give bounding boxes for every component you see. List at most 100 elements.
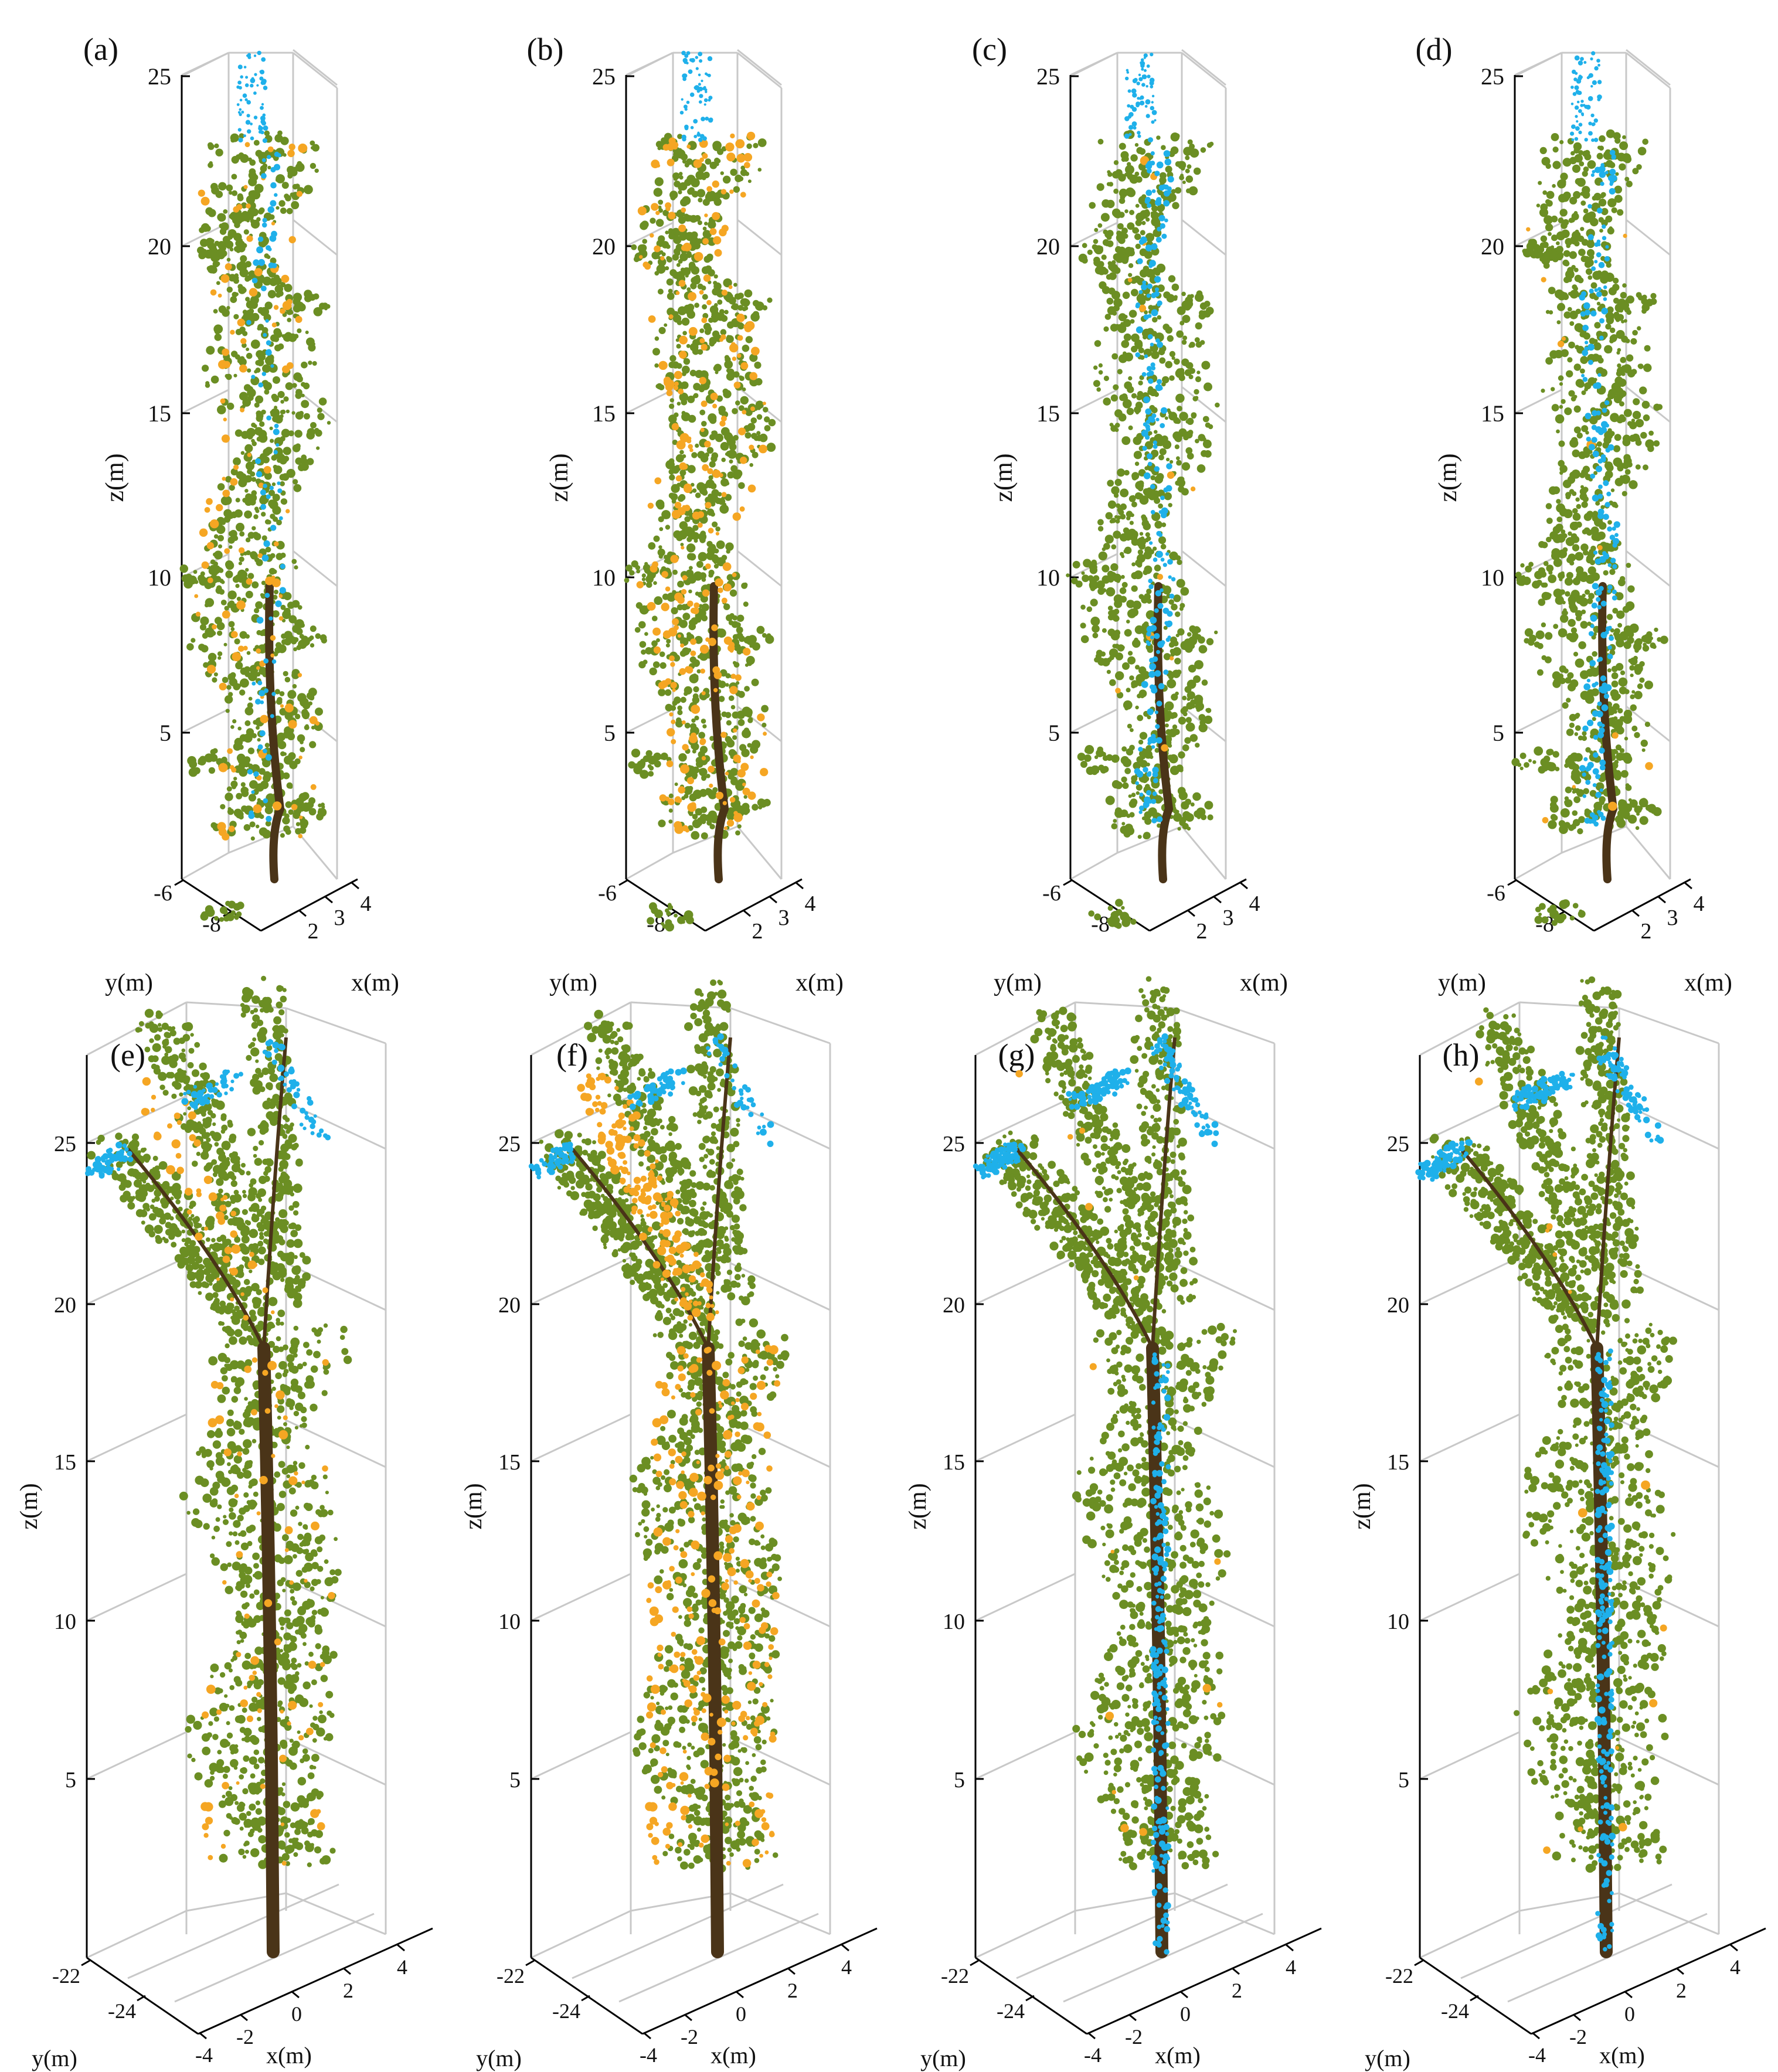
leaf-point <box>659 651 665 657</box>
leaf-point <box>1146 588 1152 594</box>
leaf-point <box>293 484 302 492</box>
leaf-point <box>1613 277 1619 284</box>
leaf-point <box>1573 394 1578 399</box>
leaf-point <box>228 621 235 628</box>
leaf-point <box>1621 335 1629 343</box>
leaf-point <box>1195 702 1204 711</box>
blue-point <box>250 78 256 83</box>
leaf-point <box>226 510 232 516</box>
leaf-point <box>1109 679 1116 686</box>
leaf-point <box>1566 557 1573 563</box>
leaf-point <box>629 570 635 576</box>
leaf-point <box>280 833 285 838</box>
leaf-point <box>1617 622 1623 628</box>
leaf-point <box>672 569 678 575</box>
blue-point <box>237 80 242 85</box>
orange-point <box>746 131 756 141</box>
leaf-point <box>1066 573 1070 577</box>
leaf-point <box>315 707 323 716</box>
leaf-point <box>658 554 663 559</box>
leaf-point <box>248 190 256 198</box>
leaf-point <box>691 452 698 458</box>
blue-point <box>1148 263 1153 268</box>
foliage-cluster <box>199 208 277 238</box>
blue-point <box>1157 302 1161 307</box>
leaf-point <box>1215 402 1220 408</box>
x-tick-label: 4 <box>1694 892 1705 916</box>
leaf-point <box>1575 178 1582 185</box>
leaf-point <box>736 632 743 639</box>
blue-point <box>1160 223 1165 229</box>
leaf-point <box>736 626 743 634</box>
leaf-point <box>1556 320 1561 325</box>
blue-point <box>1140 58 1144 62</box>
leaf-point <box>1080 761 1087 768</box>
blue-point <box>1147 334 1153 339</box>
orange-point <box>708 528 714 534</box>
leaf-point <box>1143 335 1147 340</box>
leaf-point <box>1606 614 1613 620</box>
leaf-point <box>1182 181 1186 184</box>
leaf-point <box>210 183 218 190</box>
leaf-point <box>1583 550 1589 556</box>
grid-line <box>1625 826 1671 880</box>
leaf-point <box>226 257 231 262</box>
panel-label: (b) <box>527 32 564 67</box>
leaf-point <box>1181 291 1186 297</box>
leaf-point <box>648 542 656 550</box>
leaf-point <box>1117 249 1122 255</box>
leaf-point <box>1115 652 1123 661</box>
leaf-point <box>1183 147 1192 156</box>
leaf-point <box>228 600 235 607</box>
orange-point <box>227 748 233 754</box>
orange-point <box>285 509 290 513</box>
x-tick-label: 4 <box>1249 892 1260 916</box>
leaf-point <box>1575 497 1580 502</box>
grid-line <box>293 550 338 587</box>
orange-point <box>690 638 696 645</box>
leaf-point <box>669 474 675 481</box>
leaf-point <box>1570 343 1575 348</box>
leaf-point <box>714 303 718 307</box>
leaf-point <box>1182 335 1188 341</box>
leaf-point <box>1094 913 1102 921</box>
orange-point <box>726 152 736 162</box>
leaf-point <box>1582 496 1589 502</box>
leaf-point <box>679 450 684 455</box>
orange-point <box>677 596 685 604</box>
leaf-point <box>1143 832 1151 839</box>
leaf-point <box>692 673 698 678</box>
leaf-point <box>1081 571 1085 575</box>
orange-point <box>714 249 722 257</box>
blue-point <box>1150 635 1154 639</box>
orange-point <box>636 581 644 588</box>
leaf-point <box>250 471 256 477</box>
leaf-point <box>279 707 287 716</box>
leaf-point <box>732 408 738 414</box>
orange-point <box>703 274 711 282</box>
foliage-cluster <box>205 368 310 404</box>
leaf-point <box>1126 620 1130 624</box>
leaf-point <box>1152 317 1158 323</box>
leaf-point <box>1160 543 1167 550</box>
x-tick-mark <box>325 896 333 904</box>
leaf-point <box>264 389 270 395</box>
blue-point <box>1148 378 1154 384</box>
orange-point <box>751 346 760 356</box>
leaf-point <box>1138 594 1144 600</box>
leaf-point <box>217 483 225 491</box>
leaf-point <box>233 246 240 252</box>
leaf-point <box>284 284 293 292</box>
leaf-point <box>1099 281 1107 290</box>
leaf-point <box>1120 488 1129 498</box>
leaf-point <box>1141 220 1146 226</box>
leaf-point <box>1641 400 1650 409</box>
blue-point <box>697 131 700 134</box>
leaf-point <box>1135 705 1139 710</box>
leaf-point <box>1137 485 1144 492</box>
leaf-point <box>1584 332 1590 338</box>
leaf-point <box>1562 479 1572 488</box>
leaf-point <box>1195 322 1202 330</box>
leaf-point <box>219 917 225 922</box>
